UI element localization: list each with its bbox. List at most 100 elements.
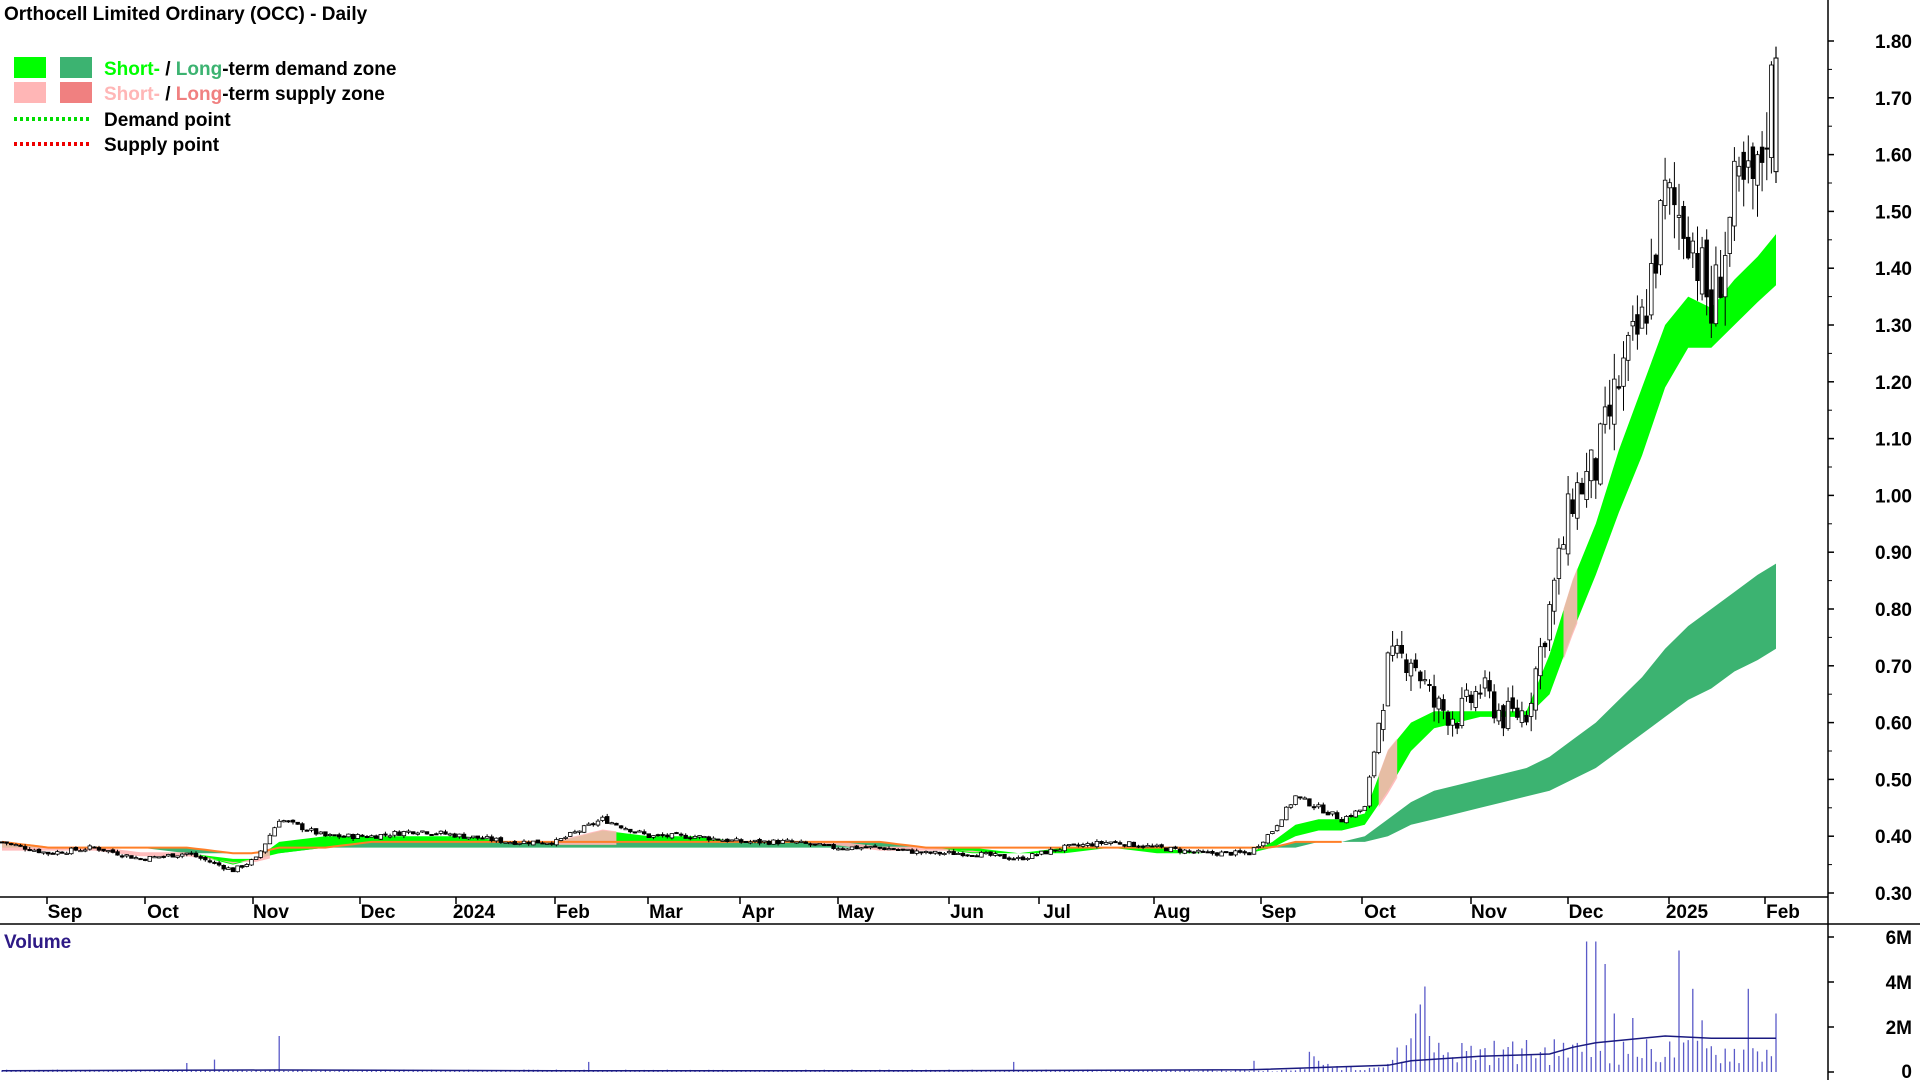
candle-body [401, 831, 407, 837]
candle-body [129, 855, 134, 859]
candle-body [424, 831, 430, 835]
candle-body [290, 819, 296, 823]
volume-tick-label: 0 [1901, 1062, 1912, 1080]
candle-body [360, 834, 365, 837]
candle-body [0, 841, 5, 844]
candle-body [110, 849, 116, 853]
candle-body [507, 842, 513, 845]
candle-body [965, 854, 970, 857]
candle-body [1117, 842, 1123, 845]
volume-bars-layer [1, 941, 1777, 1072]
candle-body [1612, 378, 1617, 425]
candle-body [226, 867, 231, 870]
candle-body [1076, 844, 1081, 847]
candle-body [1741, 151, 1746, 180]
candle-body [373, 835, 379, 839]
price-tick-label: 1.00 [1875, 486, 1912, 507]
candle-body [281, 820, 286, 823]
candle-body [175, 855, 180, 858]
date-tick-label: Sep [48, 902, 83, 923]
legend-demand-zone: Short- / Long-term demand zone [104, 59, 396, 80]
candle-body [1048, 848, 1053, 855]
candle-body [586, 823, 591, 826]
candle-body [1103, 842, 1109, 845]
candle-body [591, 823, 596, 826]
candle-body [230, 867, 236, 873]
candle-body [1695, 252, 1700, 281]
candle-body [521, 840, 527, 844]
candle-body [447, 833, 453, 836]
candle-body [1616, 386, 1622, 389]
candle-body [1478, 692, 1483, 695]
candle-body [785, 839, 790, 842]
candle-body [946, 851, 952, 854]
candle-body [678, 833, 684, 836]
candle-body [55, 851, 60, 855]
candle-body [766, 840, 772, 845]
date-tick-label: Mar [649, 902, 683, 923]
legend-swatch-short-supply [14, 82, 46, 103]
candle-body [1759, 146, 1765, 163]
candle-body [300, 823, 305, 831]
candle-body [836, 848, 841, 851]
candle-body [923, 851, 929, 854]
candle-body [383, 833, 388, 836]
candle-body [253, 856, 259, 860]
candle-body [1053, 849, 1058, 852]
candle-body [1298, 796, 1303, 799]
candle-body [688, 837, 693, 840]
candle-body [1723, 255, 1728, 298]
candle-body [443, 831, 448, 835]
candle-body [1561, 544, 1566, 550]
candle-body [1459, 697, 1465, 726]
candle-body [1261, 841, 1266, 847]
candle-body [535, 839, 541, 844]
candle-body [1468, 694, 1474, 703]
candle-body [517, 842, 522, 845]
candle-body [83, 849, 88, 852]
candle-body [697, 835, 702, 838]
candle-body [1584, 470, 1589, 500]
candle-body [1667, 182, 1672, 189]
candle-body [1367, 776, 1372, 807]
candle-body [1302, 797, 1307, 800]
date-tick-label: Dec [361, 902, 396, 923]
candle-body [1519, 710, 1525, 723]
candle-body [161, 855, 166, 858]
candle-body [92, 846, 97, 849]
candle-body [1210, 851, 1215, 854]
candle-body [775, 840, 781, 845]
date-tick-label: Feb [1766, 902, 1800, 923]
candle-body [974, 855, 979, 858]
candle-body [36, 848, 42, 854]
candle-body [1593, 458, 1598, 481]
candle-body [1145, 845, 1150, 848]
candle-body [1621, 357, 1626, 387]
date-tick-label: Aug [1154, 902, 1191, 923]
candle-body [743, 841, 748, 844]
candles-layer [0, 46, 1779, 873]
candle-body [1773, 57, 1779, 173]
candle-body [212, 861, 217, 864]
price-tick-label: 0.50 [1875, 770, 1912, 791]
candle-body [198, 856, 203, 859]
candle-body [457, 833, 462, 838]
candle-body [1533, 668, 1538, 711]
candle-body [355, 834, 360, 839]
candle-body [406, 830, 411, 833]
candle-body [1293, 795, 1298, 805]
candle-body [1016, 857, 1021, 860]
candle-body [817, 843, 822, 846]
candle-body [845, 848, 850, 851]
candle-body [295, 821, 300, 825]
candle-body [1020, 856, 1026, 861]
candle-body [64, 852, 69, 855]
candle-body [808, 843, 813, 846]
candle-body [1422, 679, 1428, 682]
candle-body [1376, 722, 1381, 753]
candle-body [1704, 239, 1709, 298]
candle-body [1718, 276, 1723, 298]
candle-body [997, 854, 1003, 857]
candle-body [115, 851, 120, 856]
candle-body [1681, 205, 1686, 239]
